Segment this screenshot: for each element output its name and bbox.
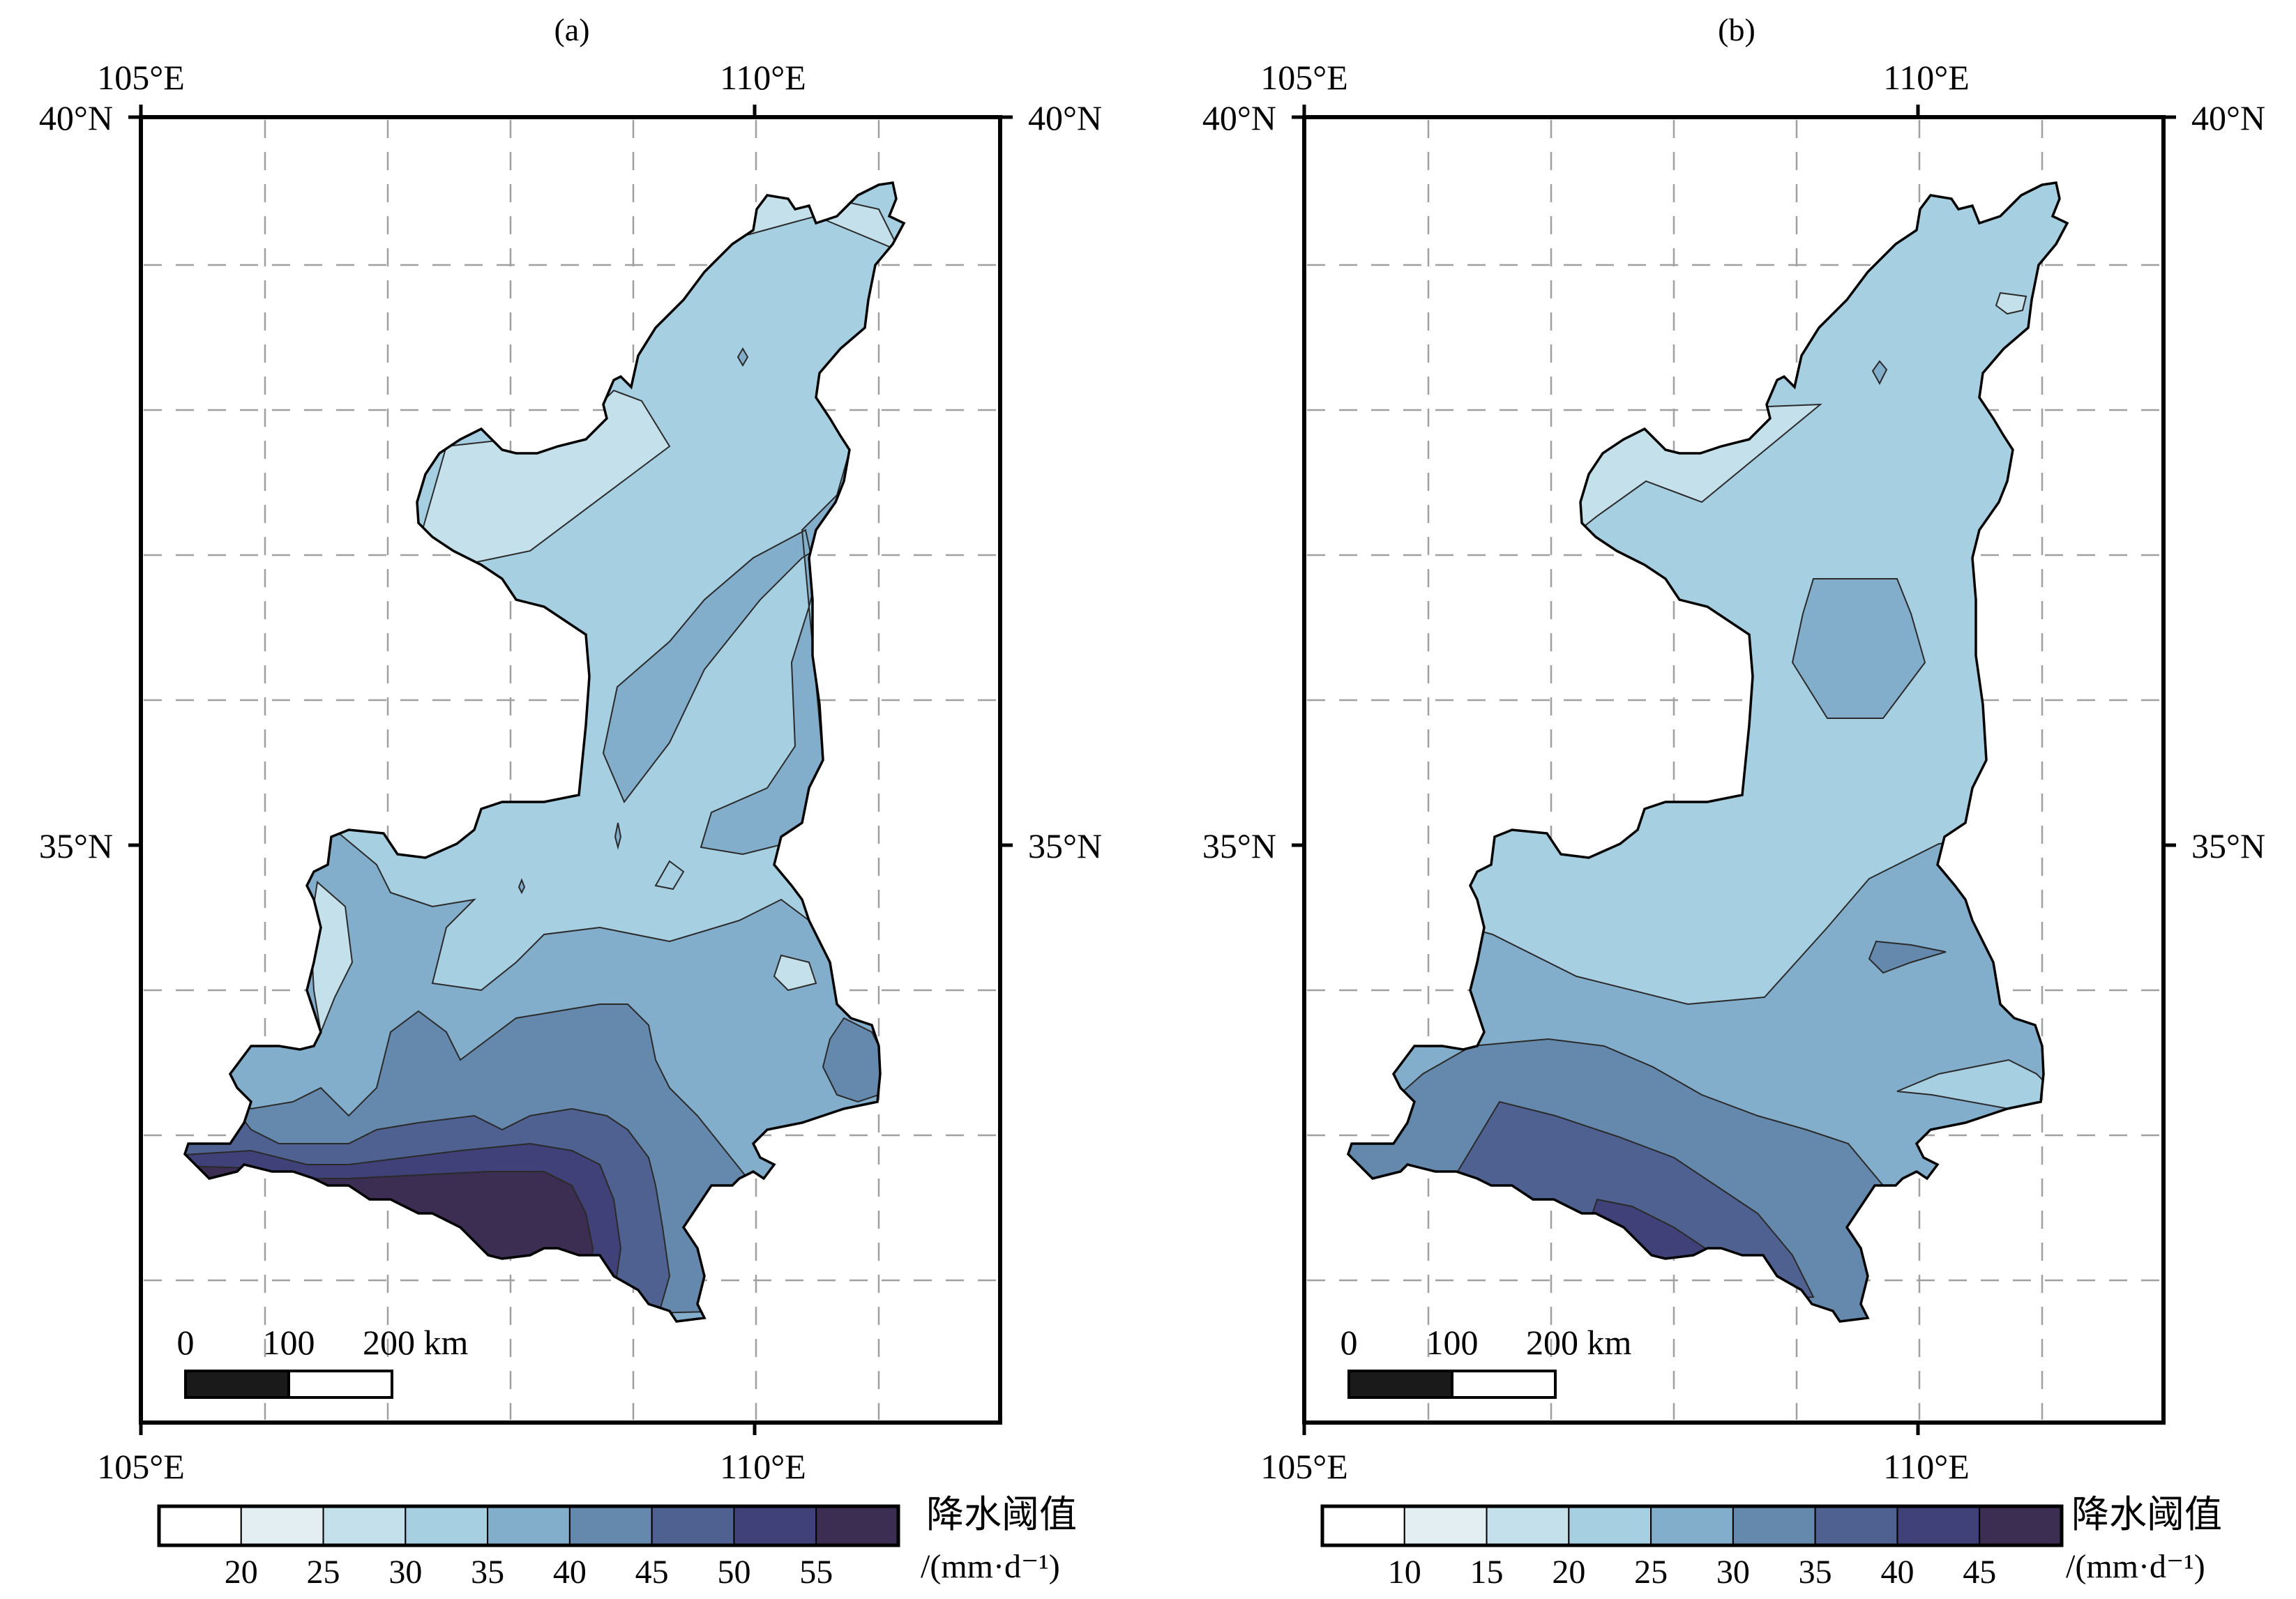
- colorbar-tick-label: 50: [717, 1554, 750, 1591]
- colorbar-swatch: [1568, 1506, 1652, 1546]
- colorbar-swatch: [1322, 1506, 1405, 1546]
- colorbar-swatch: [158, 1506, 242, 1546]
- colorbar-swatch: [487, 1506, 571, 1546]
- panel-b-zone-15-20-patch: [1995, 291, 2027, 315]
- panel-b-x-tick-bottom-105: 105°E: [1260, 1447, 1348, 1486]
- panel-a-colorbar: 20 25 30 35 40 45 50 55: [157, 1504, 900, 1591]
- panel-a: (a) 105°E 110°E 105°E 110°E 40°N 35°N 40…: [39, 12, 1102, 1591]
- colorbar-swatch: [240, 1506, 324, 1546]
- panel-b-x-tick-top-105: 105°E: [1260, 58, 1348, 97]
- colorbar-swatch: [405, 1506, 489, 1546]
- panel-b-scale-label-200km: 200 km: [1526, 1323, 1632, 1362]
- panel-a-colorbar-title: 降水阈值: [926, 1494, 1077, 1536]
- colorbar-frame: [157, 1504, 900, 1547]
- panel-a-island: [737, 347, 749, 367]
- colorbar-swatch: [733, 1506, 817, 1546]
- colorbar-swatch: [1486, 1506, 1570, 1546]
- panel-a-scale-label-200km: 200 km: [363, 1323, 469, 1362]
- colorbar-swatch: [651, 1506, 735, 1546]
- panel-b-zone-25-30-north: [1791, 578, 1926, 719]
- panel-a-province-outline: [183, 181, 906, 1323]
- colorbar-swatch: [1979, 1506, 2062, 1546]
- panel-a-x-tick-bottom-105: 105°E: [97, 1447, 185, 1486]
- panel-b-scale-bar: 0 100 200 km: [1340, 1323, 1632, 1399]
- panel-b-scale-label-0: 0: [1340, 1323, 1358, 1362]
- colorbar-tick-label: 15: [1470, 1554, 1504, 1591]
- panel-a-caption: (a): [554, 12, 589, 47]
- panel-b-scale-label-100: 100: [1426, 1323, 1479, 1362]
- panel-b-island: [1871, 360, 1888, 386]
- colorbar-tick-label: 40: [1880, 1554, 1914, 1591]
- colorbar-swatch: [1732, 1506, 1816, 1546]
- panel-b-y-tick-left-40: 40°N: [1202, 98, 1276, 137]
- panel-b-scale-bar-white: [1451, 1370, 1557, 1399]
- panel-a-zone-25-30-patch: [773, 954, 817, 992]
- colorbar-tick-label: 10: [1388, 1554, 1421, 1591]
- panel-a-x-tick-top-110: 110°E: [720, 58, 806, 97]
- panel-b-caption: (b): [1718, 12, 1755, 47]
- colorbar-swatch: [815, 1506, 899, 1546]
- panel-a-island: [614, 822, 622, 850]
- colorbar-tick-label: 20: [225, 1554, 258, 1591]
- colorbar-swatch: [1896, 1506, 1981, 1546]
- panel-a-x-tick-top-105: 105°E: [97, 58, 185, 97]
- panel-a-island: [654, 860, 685, 891]
- panel-b-zone-20-25-east: [1896, 1059, 2067, 1110]
- colorbar-swatch: [1814, 1506, 1898, 1546]
- colorbar-tick-label: 20: [1552, 1554, 1585, 1591]
- panel-a-scale-bar: 0 100 200 km: [177, 1323, 469, 1399]
- panel-b-colorbar: 10 15 20 25 30 35 40 45: [1320, 1504, 2064, 1591]
- panel-b: (b) 105°E 110°E 105°E 110°E 40°N 35°N 40…: [1202, 12, 2265, 1591]
- panel-b-y-tick-right-40: 40°N: [2191, 98, 2265, 137]
- panel-b-y-tick-left-35: 35°N: [1202, 826, 1276, 865]
- colorbar-tick-label: 25: [1634, 1554, 1668, 1591]
- panel-b-y-tick-right-35: 35°N: [2191, 826, 2265, 865]
- panel-a-scale-bar-white: [287, 1370, 393, 1399]
- colorbar-tick-label: 25: [307, 1554, 340, 1591]
- panel-a-y-tick-left-40: 40°N: [39, 98, 113, 137]
- panel-b-x-tick-bottom-110: 110°E: [1883, 1447, 1970, 1486]
- panel-b-colorbar-title: 降水阈值: [2071, 1494, 2222, 1536]
- panel-b-tick-marks: [1292, 105, 2176, 1435]
- colorbar-tick-label: 30: [388, 1554, 422, 1591]
- panel-a-scale-bar-black: [184, 1370, 290, 1399]
- colorbar-tick-label: 45: [635, 1554, 669, 1591]
- panel-b-colorbar-unit: /(mm·d⁻¹): [2066, 1548, 2205, 1585]
- panel-a-colorbar-unit: /(mm·d⁻¹): [921, 1548, 1060, 1585]
- colorbar-swatch: [568, 1506, 653, 1546]
- panel-a-y-tick-right-35: 35°N: [1028, 826, 1102, 865]
- panel-b-province-outline: [1346, 181, 2069, 1323]
- colorbar-swatch: [322, 1506, 407, 1546]
- colorbar-tick-label: 35: [471, 1554, 504, 1591]
- panel-a-scale-label-0: 0: [177, 1323, 195, 1362]
- colorbar-tick-label: 55: [799, 1554, 833, 1591]
- colorbar-frame: [1320, 1504, 2064, 1547]
- panel-a-island: [518, 878, 526, 895]
- panel-a-x-tick-bottom-110: 110°E: [720, 1447, 806, 1486]
- panel-b-x-tick-top-110: 110°E: [1883, 58, 1970, 97]
- panel-a-scale-label-100: 100: [263, 1323, 315, 1362]
- panel-a-y-tick-left-35: 35°N: [39, 826, 113, 865]
- panel-b-scale-bar-black: [1347, 1370, 1453, 1399]
- colorbar-tick-label: 40: [553, 1554, 587, 1591]
- colorbar-tick-label: 45: [1963, 1554, 1996, 1591]
- panel-a-y-tick-right-40: 40°N: [1028, 98, 1102, 137]
- colorbar-tick-label: 35: [1799, 1554, 1832, 1591]
- panel-a-tick-marks: [128, 105, 1013, 1435]
- colorbar-swatch: [1650, 1506, 1734, 1546]
- colorbar-swatch: [1403, 1506, 1488, 1546]
- panel-b-zone-30-35-patch: [1868, 940, 1947, 974]
- colorbar-tick-label: 30: [1716, 1554, 1750, 1591]
